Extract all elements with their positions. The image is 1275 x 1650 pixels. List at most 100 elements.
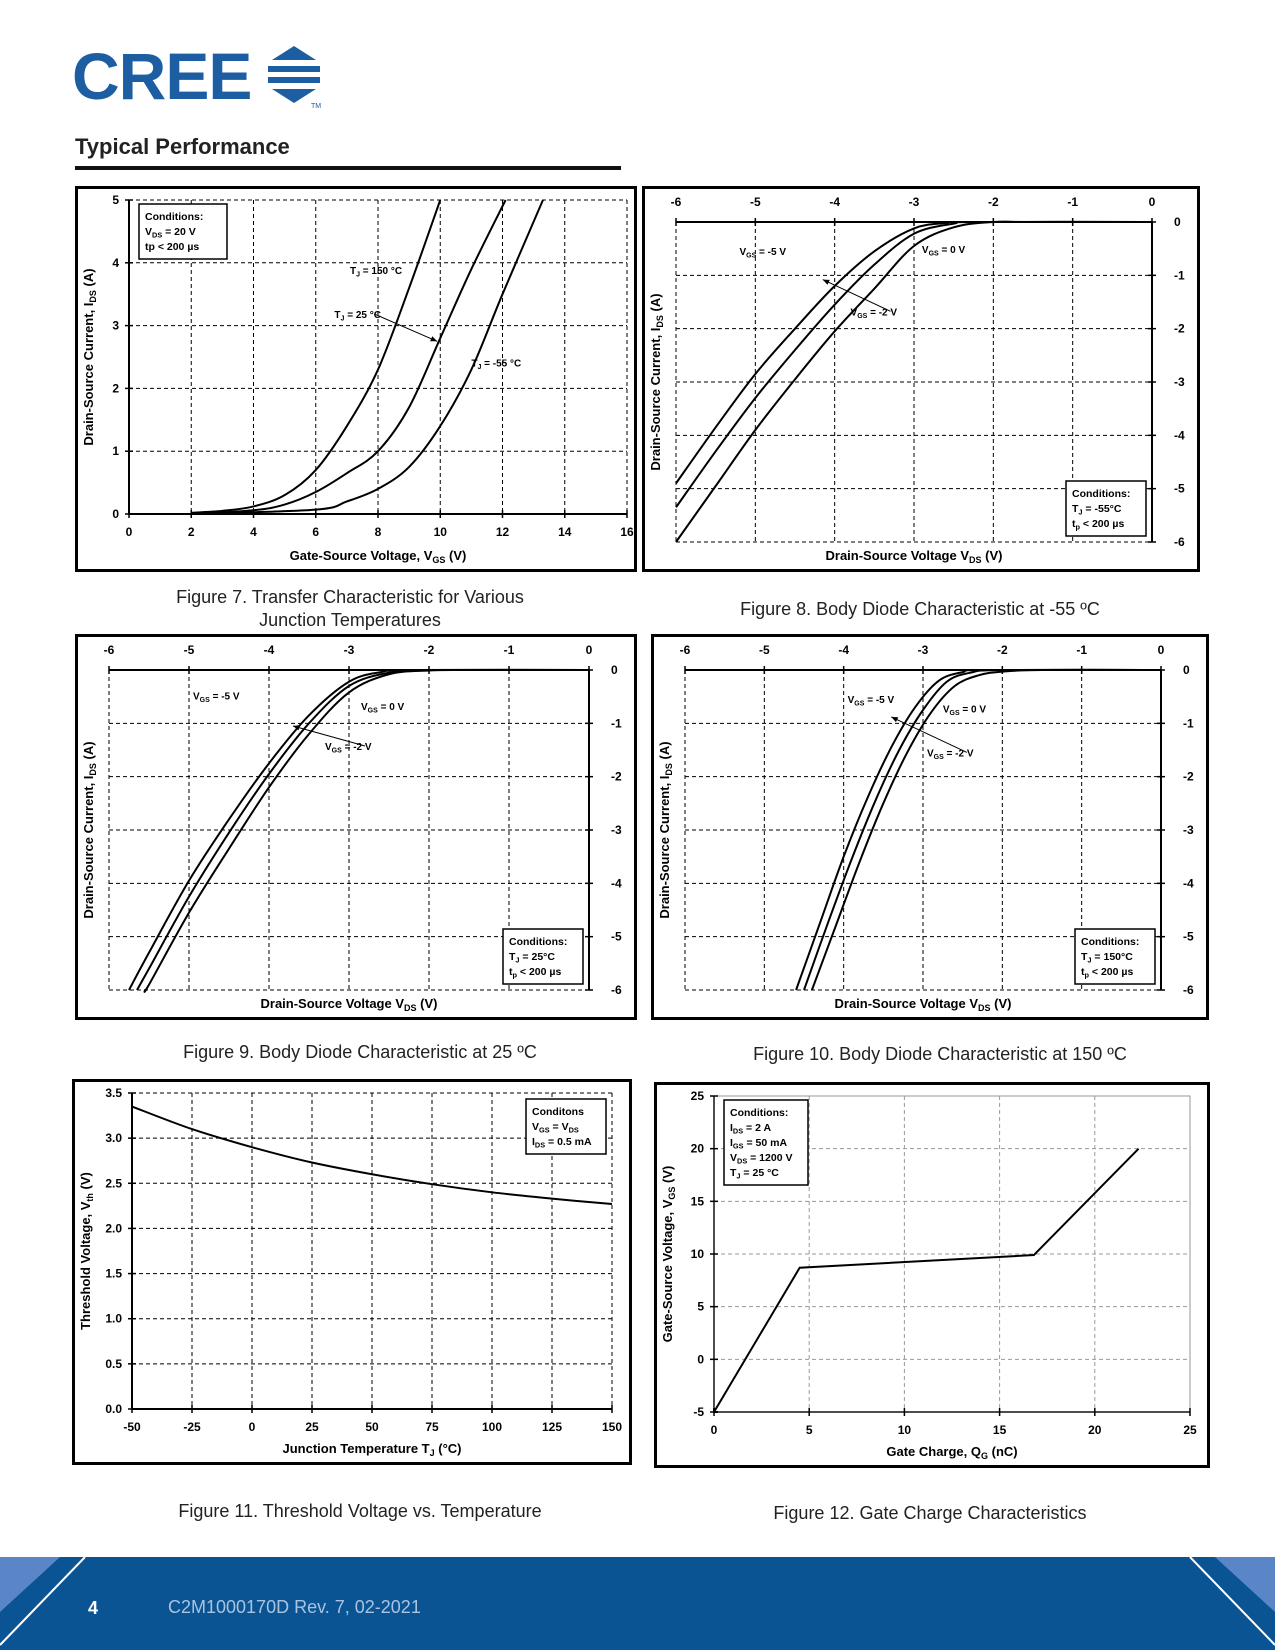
- fig7-x-tick-label: 10: [434, 525, 448, 539]
- fig8-x-axis-title: Drain-Source Voltage VDS (V): [826, 548, 1003, 565]
- fig10-y-tick-label: 0: [1183, 663, 1190, 677]
- fig9-x-tick-label: -4: [264, 643, 275, 657]
- fig11-y-tick-label: 3.5: [105, 1086, 122, 1100]
- fig11-conditions-line: Conditons: [532, 1106, 584, 1118]
- figure-10-caption: Figure 10. Body Diode Characteristic at …: [753, 1044, 1127, 1064]
- fig8-x-tick-label: -2: [988, 195, 999, 209]
- fig8-y-tick-label: -4: [1174, 428, 1185, 442]
- fig10-x-tick-label: -5: [759, 643, 770, 657]
- fig11-x-tick-label: 150: [602, 1420, 622, 1434]
- fig9-x-tick-label: -6: [104, 643, 115, 657]
- figure-7-caption: Figure 7. Transfer Characteristic for Va…: [176, 587, 524, 630]
- fig8-series-line-2: [675, 220, 1152, 543]
- fig12-x-tick-label: 5: [806, 1423, 813, 1437]
- fig11-x-tick-label: -50: [123, 1420, 141, 1434]
- footer-right-line: [1189, 1557, 1275, 1646]
- figure-8-chart: -6 -5 -4 -3 -2 -1 0 0 -1 -2 -3 -4 -5 -6 Drain-Source V…: [642, 186, 1200, 572]
- fig8-x-tick-label: 0: [1149, 195, 1156, 209]
- fig12-series-line-0: [713, 1147, 1140, 1413]
- fig12-conditions-line: IDS = 2 A: [730, 1122, 771, 1136]
- fig9-x-tick-label: -5: [184, 643, 195, 657]
- fig7-conditions-line: VDS = 20 V: [145, 226, 196, 240]
- fig11-x-tick-label: 0: [249, 1420, 256, 1434]
- fig10-annotation-arrowhead: [891, 716, 899, 723]
- figure-11-chart: -50 -25 0 25 50 75 100 125 150 0.0 0.5 1.0 1.5 2.0 2.5…: [72, 1079, 632, 1465]
- fig7-x-tick-label: 14: [558, 525, 572, 539]
- fig8-y-tick-label: -5: [1174, 482, 1185, 496]
- fig11-y-tick-label: 1.5: [105, 1267, 122, 1281]
- fig7-x-tick-label: 2: [188, 525, 195, 539]
- fig12-y-tick-label: 25: [691, 1089, 705, 1103]
- fig10-conditions-line: Conditions:: [1081, 936, 1139, 948]
- fig9-conditions-line: TJ = 25°C: [509, 951, 555, 965]
- fig8-y-tick-label: -2: [1174, 322, 1185, 336]
- fig9-conditions-line: Conditions:: [509, 936, 567, 948]
- fig7-y-tick-label: 4: [112, 256, 119, 270]
- fig7-series-line-0: [191, 199, 442, 514]
- fig7-annotation-label: TJ = -55 °C: [471, 358, 521, 371]
- fig11-x-tick-label: 25: [305, 1420, 319, 1434]
- fig7-x-tick-label: 16: [620, 525, 634, 539]
- fig10-y-tick-label: -6: [1183, 983, 1194, 997]
- fig9-y-tick-label: -4: [611, 876, 622, 890]
- fig11-y-axis-title: Threshold Voltage, Vth (V): [78, 1172, 95, 1330]
- fig12-conditions-line: TJ = 25 °C: [730, 1167, 779, 1181]
- fig9-y-tick-label: -1: [611, 716, 622, 730]
- fig11-x-tick-label: -25: [183, 1420, 201, 1434]
- fig11-x-tick-label: 125: [542, 1420, 562, 1434]
- fig12-y-tick-label: 15: [691, 1194, 705, 1208]
- fig7-conditions-line: Conditions:: [145, 211, 203, 223]
- fig8-y-tick-label: -6: [1174, 535, 1185, 549]
- figure-12-caption: Figure 12. Gate Charge Characteristics: [773, 1503, 1087, 1523]
- fig11-x-tick-label: 100: [482, 1420, 502, 1434]
- fig9-x-tick-label: -3: [344, 643, 355, 657]
- fig11-y-tick-label: 3.0: [105, 1131, 122, 1145]
- fig8-annotation-arrow: [822, 279, 891, 312]
- figure-8-caption: Figure 8. Body Diode Characteristic at -…: [740, 599, 1100, 619]
- fig9-y-axis-title: Drain-Source Current, IDS (A): [81, 741, 98, 918]
- fig11-y-tick-label: 2.0: [105, 1221, 122, 1235]
- fig8-y-tick-label: -3: [1174, 375, 1185, 389]
- fig7-series-line-1: [191, 199, 507, 515]
- figure-9-caption: Figure 9. Body Diode Characteristic at 2…: [183, 1042, 537, 1062]
- fig8-x-tick-label: -6: [671, 195, 682, 209]
- fig10-y-tick-label: -3: [1183, 823, 1194, 837]
- footer-document-id: C2M1000170D Rev. 7, 02-2021: [168, 1597, 421, 1617]
- fig10-y-tick-label: -5: [1183, 930, 1194, 944]
- fig7-conditions-box: [138, 203, 228, 260]
- fig11-svg: -50 -25 0 25 50 75 100 125 150 0.0 0.5 1.0 1.5 2.0 2.5…: [72, 1079, 632, 1465]
- fig8-y-tick-label: 0: [1174, 215, 1181, 229]
- fig7-annotation-arrowhead: [430, 336, 438, 342]
- fig7-y-tick-label: 2: [112, 381, 119, 395]
- fig10-annotation-label: VGS = -5 V: [848, 695, 895, 708]
- fig8-annotation-label: VGS = -2 V: [851, 307, 898, 320]
- fig7-y-tick-label: 0: [112, 507, 119, 521]
- fig12-y-tick-label: 10: [691, 1247, 705, 1261]
- fig12-conditions-line: IGS = 50 mA: [730, 1137, 787, 1151]
- figure-12-chart: 0 5 10 15 20 25 -5 0 5 10 15 20 25 Gate Charge, QG (n…: [654, 1082, 1210, 1468]
- fig10-x-tick-label: -6: [680, 643, 691, 657]
- figure-10-chart: -6 -5 -4 -3 -2 -1 0 0 -1 -2 -3 -4 -5 -6 Drain-Source V…: [651, 634, 1209, 1020]
- fig8-annotation-label: VGS = -5 V: [739, 247, 786, 259]
- cree-logo-bar-top: [268, 66, 320, 72]
- fig10-annotation-arrow: [891, 716, 968, 753]
- fig10-conditions-line: tp < 200 µs: [1081, 966, 1133, 980]
- fig10-y-axis-title: Drain-Source Current, IDS (A): [657, 741, 674, 918]
- footer-right-corner: [1215, 1557, 1275, 1612]
- fig11-y-tick-label: 0.5: [105, 1357, 122, 1371]
- cree-logo: CREE TM: [72, 44, 321, 110]
- fig10-y-tick-label: -1: [1183, 716, 1194, 730]
- fig7-x-tick-label: 12: [496, 525, 510, 539]
- section-title: Typical Performance: [75, 134, 290, 159]
- fig10-x-axis-title: Drain-Source Voltage VDS (V): [835, 996, 1012, 1013]
- fig12-conditions-box: [723, 1099, 809, 1186]
- fig10-annotation-label: VGS = 0 V: [943, 705, 987, 718]
- fig9-annotation-label: VGS = 0 V: [361, 702, 405, 715]
- trademark: TM: [311, 103, 321, 110]
- fig12-y-axis-title: Gate-Source Voltage, VGS (V): [660, 1166, 677, 1343]
- fig10-conditions-box: [1074, 928, 1156, 985]
- fig8-conditions-line: Conditions:: [1072, 488, 1130, 500]
- fig11-y-tick-label: 2.5: [105, 1176, 122, 1190]
- fig7-y-tick-label: 5: [112, 193, 119, 207]
- fig12-conditions-line: Conditions:: [730, 1107, 788, 1119]
